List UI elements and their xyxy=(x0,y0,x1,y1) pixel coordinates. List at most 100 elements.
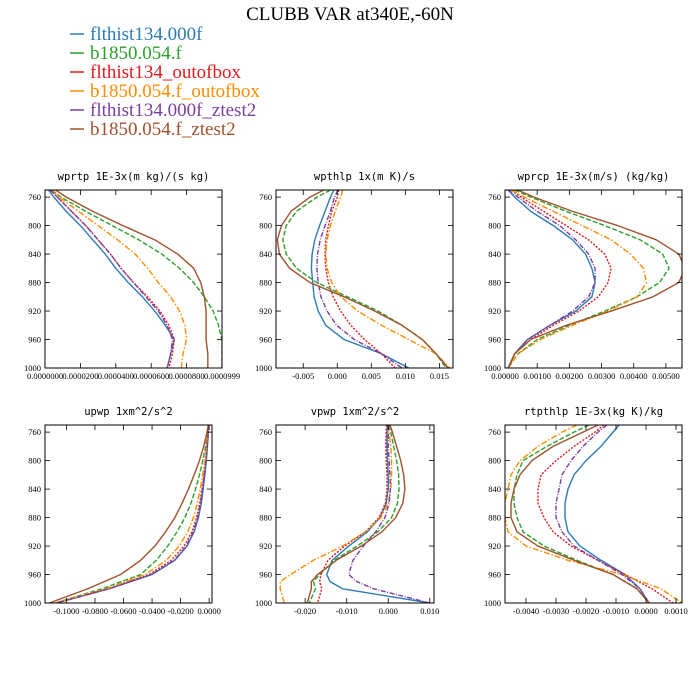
x-tick-label: -0.0800 xyxy=(82,606,108,616)
plot-frame xyxy=(504,424,683,604)
y-tick-label: 920 xyxy=(488,306,501,316)
panel-5: vpwp 1xm^2/s^2 760 800 840 880 920 960 1000 -0.0… xyxy=(255,406,439,616)
y-tick-label: 800 xyxy=(28,221,41,231)
y-tick-label: 760 xyxy=(488,427,501,437)
legend: flthist134.000fb1850.054.fflthist134_out… xyxy=(70,24,260,140)
series-line xyxy=(310,190,410,368)
series-line xyxy=(513,425,650,603)
series-line xyxy=(325,190,451,368)
y-tick-label: 920 xyxy=(259,541,272,551)
x-tick-label: 0.005 xyxy=(362,371,381,381)
panel-6: rtpthlp 1E-3x(kg K)/kg 760 800 840 880 920 960… xyxy=(484,406,688,616)
panel-2: wpthlp 1x(m K)/s 760 800 840 880 920 960 1000 -0… xyxy=(255,171,454,381)
x-tick-label: 0.0010 xyxy=(664,606,687,616)
series-line xyxy=(49,190,174,368)
series-line xyxy=(54,425,210,603)
x-tick-label: -0.0030 xyxy=(543,606,569,616)
legend-label: flthist134_outofbox xyxy=(90,62,241,83)
legend-label: b1850.054.f xyxy=(90,43,183,64)
series-line xyxy=(348,425,431,603)
plot-frame xyxy=(44,189,223,369)
y-tick-label: 1000 xyxy=(484,363,501,373)
y-tick-label: 760 xyxy=(259,427,272,437)
y-tick-label: 920 xyxy=(488,541,501,551)
legend-label: b1850.054.f_outofbox xyxy=(90,81,260,102)
x-tick-label: 0.0000400 xyxy=(98,371,134,381)
panel-4: upwp 1xm^2/s^2 760 800 840 880 920 960 1000 -0.1… xyxy=(24,406,221,616)
series-group xyxy=(47,190,222,368)
legend-entry: flthist134.000f xyxy=(70,24,203,45)
y-tick-label: 960 xyxy=(259,570,272,580)
panel-title: wpthlp 1x(m K)/s xyxy=(314,171,415,183)
y-tick-label: 960 xyxy=(488,335,501,345)
series-line xyxy=(510,425,650,603)
y-tick-label: 840 xyxy=(259,484,272,494)
legend-entry: b1850.054.f_outofbox xyxy=(70,81,260,102)
y-tick-label: 880 xyxy=(28,513,41,523)
y-tick-label: 1000 xyxy=(24,363,41,373)
panel-title: wprtp 1E-3x(m kg)/(s kg) xyxy=(58,171,210,183)
y-tick-label: 880 xyxy=(259,513,272,523)
x-tick-label: -0.010 xyxy=(336,606,358,616)
plot-frame xyxy=(275,424,435,604)
y-tick-label: 840 xyxy=(28,484,41,494)
series-line xyxy=(326,425,430,603)
series-line xyxy=(537,425,674,603)
series-line xyxy=(49,425,209,603)
series-line xyxy=(555,425,650,603)
y-tick-label: 840 xyxy=(259,249,272,259)
legend-label: flthist134.000f xyxy=(90,24,203,45)
series-line xyxy=(507,190,612,368)
x-tick-label: -0.1000 xyxy=(53,606,79,616)
series-line xyxy=(56,425,210,603)
x-tick-label: 0.015 xyxy=(430,371,449,381)
series-group xyxy=(505,425,682,603)
x-tick-label: 0.00300 xyxy=(588,371,616,381)
y-tick-label: 800 xyxy=(259,456,272,466)
series-line xyxy=(324,190,396,368)
y-tick-label: 840 xyxy=(488,249,501,259)
series-line xyxy=(507,190,670,368)
series-line xyxy=(51,190,222,368)
y-tick-label: 960 xyxy=(488,570,501,580)
series-line xyxy=(316,190,403,368)
y-tick-label: 840 xyxy=(488,484,501,494)
y-tick-label: 1000 xyxy=(255,598,272,608)
series-line xyxy=(279,425,393,603)
series-line xyxy=(507,190,648,368)
y-tick-label: 760 xyxy=(28,192,41,202)
y-tick-label: 880 xyxy=(488,513,501,523)
panel-title: vpwp 1xm^2/s^2 xyxy=(311,406,400,418)
series-group xyxy=(507,190,682,368)
x-tick-label: -0.0600 xyxy=(110,606,136,616)
series-line xyxy=(276,190,449,368)
series-line xyxy=(49,190,175,368)
x-tick-label: -0.0040 xyxy=(513,606,539,616)
x-tick-label: 0.000 xyxy=(328,371,347,381)
x-tick-label: 0.010 xyxy=(420,606,439,616)
y-tick-label: 880 xyxy=(259,278,272,288)
legend-entry: flthist134_outofbox xyxy=(70,62,241,83)
panel-1: wprtp 1E-3x(m kg)/(s kg) 760 800 840 880 920 9… xyxy=(24,171,240,381)
x-tick-label: 0.00500 xyxy=(652,371,680,381)
legend-label: b1850.054.f_ztest2 xyxy=(90,119,236,140)
y-tick-label: 760 xyxy=(259,192,272,202)
x-tick-label: 0.00000 xyxy=(491,371,519,381)
panel-title: wprcp 1E-3x(m/s) (kg/kg) xyxy=(518,171,670,183)
y-tick-label: 800 xyxy=(28,456,41,466)
y-tick-label: 880 xyxy=(28,278,41,288)
panel-title: upwp 1xm^2/s^2 xyxy=(84,406,173,418)
x-tick-label: -0.0400 xyxy=(139,606,165,616)
x-tick-label: 0.0000000 xyxy=(27,371,63,381)
series-line xyxy=(306,425,406,603)
y-tick-label: 1000 xyxy=(255,363,272,373)
x-tick-label: 0.0000 xyxy=(197,606,220,616)
legend-label: flthist134.000f_ztest2 xyxy=(90,100,256,121)
panel-3: wprcp 1E-3x(m/s) (kg/kg) 760 800 840 880 920 9… xyxy=(484,171,683,381)
legend-entry: b1850.054.f xyxy=(70,43,183,64)
legend-entry: b1850.054.f_ztest2 xyxy=(70,119,236,140)
series-line xyxy=(51,190,188,368)
y-tick-label: 960 xyxy=(259,335,272,345)
series-line xyxy=(316,425,388,603)
